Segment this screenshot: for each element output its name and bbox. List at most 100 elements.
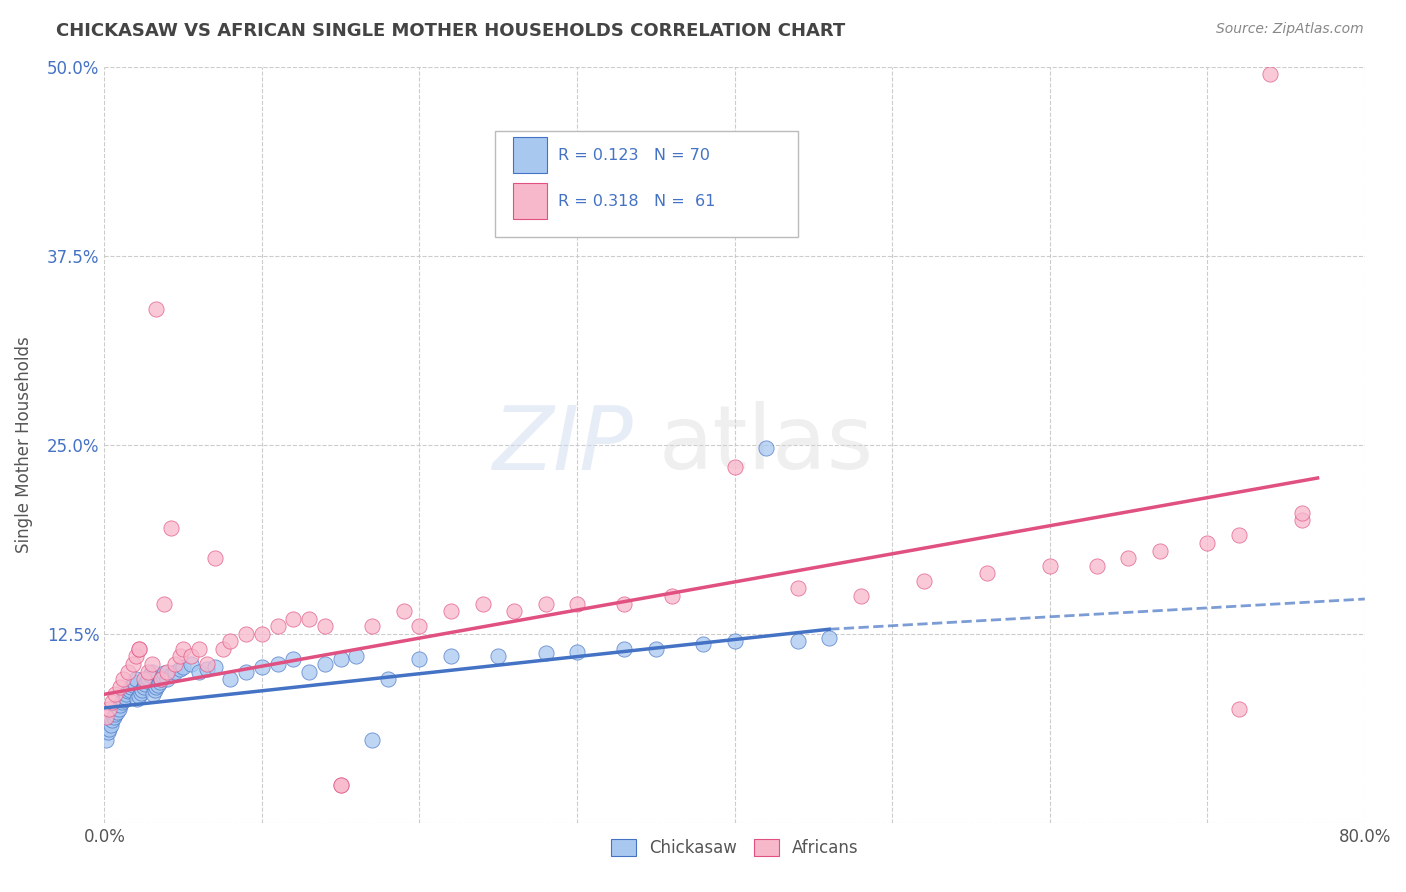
Point: [250, 627, 273, 641]
Point: [1085, 558, 1108, 573]
Point: [124, 675, 146, 690]
Point: [267, 657, 290, 671]
Point: [121, 657, 143, 671]
Point: [298, 612, 321, 626]
Text: CHICKASAW VS AFRICAN SINGLE MOTHER HOUSEHOLDS CORRELATION CHART: CHICKASAW VS AFRICAN SINGLE MOTHER HOUSE…: [56, 22, 845, 40]
Point: [912, 574, 935, 588]
Point: [361, 619, 384, 633]
Point: [235, 627, 257, 641]
Point: [159, 667, 181, 681]
Point: [755, 441, 778, 455]
Text: R = 0.318   N =  61: R = 0.318 N = 61: [558, 194, 716, 209]
Point: [613, 641, 636, 656]
Point: [204, 660, 226, 674]
Point: [159, 521, 181, 535]
Point: [120, 680, 142, 694]
Point: [187, 641, 209, 656]
Point: [145, 680, 167, 694]
Point: [96, 725, 118, 739]
Point: [565, 645, 588, 659]
Point: [661, 589, 683, 603]
Point: [408, 619, 430, 633]
Point: [723, 460, 745, 475]
Point: [723, 634, 745, 648]
Legend: Chickasaw, Africans: Chickasaw, Africans: [605, 832, 865, 863]
Text: R = 0.123   N = 70: R = 0.123 N = 70: [558, 147, 710, 162]
Point: [105, 706, 128, 720]
Point: [148, 675, 170, 690]
Point: [118, 682, 141, 697]
Point: [195, 662, 218, 676]
Point: [1149, 543, 1171, 558]
Point: [114, 690, 136, 705]
Point: [849, 589, 872, 603]
Point: [152, 669, 174, 683]
Point: [1039, 558, 1062, 573]
Text: atlas: atlas: [659, 401, 875, 488]
Point: [644, 641, 666, 656]
Text: Source: ZipAtlas.com: Source: ZipAtlas.com: [1216, 22, 1364, 37]
Point: [156, 665, 179, 679]
Point: [1118, 551, 1140, 566]
Point: [115, 687, 138, 701]
Point: [235, 665, 257, 679]
Point: [329, 778, 352, 792]
Point: [165, 657, 187, 671]
Point: [818, 632, 841, 646]
Point: [150, 672, 173, 686]
Point: [121, 678, 143, 692]
Point: [101, 695, 124, 709]
FancyBboxPatch shape: [495, 131, 797, 236]
Point: [329, 652, 352, 666]
Point: [314, 657, 336, 671]
Point: [143, 682, 166, 697]
Point: [156, 672, 179, 686]
Point: [1291, 506, 1313, 520]
Point: [138, 671, 160, 685]
Point: [132, 680, 155, 694]
Point: [146, 678, 169, 692]
Point: [267, 619, 290, 633]
Point: [129, 686, 152, 700]
Point: [94, 732, 117, 747]
Point: [101, 713, 124, 727]
FancyBboxPatch shape: [513, 137, 547, 173]
Point: [283, 652, 305, 666]
Point: [534, 597, 557, 611]
Point: [98, 722, 121, 736]
Point: [128, 641, 150, 656]
Point: [172, 660, 194, 674]
Point: [142, 687, 165, 701]
Point: [127, 691, 149, 706]
Point: [111, 695, 134, 709]
Point: [131, 682, 153, 697]
Point: [471, 597, 494, 611]
Point: [112, 672, 135, 686]
Point: [440, 604, 463, 618]
Point: [112, 693, 135, 707]
Point: [786, 582, 808, 596]
Point: [138, 665, 160, 679]
Point: [298, 665, 321, 679]
Text: ZIP: ZIP: [494, 401, 634, 488]
Point: [613, 597, 636, 611]
Point: [219, 672, 242, 686]
Point: [219, 634, 242, 648]
Point: [408, 652, 430, 666]
Point: [104, 706, 127, 721]
Point: [135, 673, 157, 688]
Point: [1258, 67, 1281, 81]
Point: [153, 597, 176, 611]
FancyBboxPatch shape: [513, 184, 547, 219]
Point: [117, 684, 139, 698]
Point: [440, 649, 463, 664]
Point: [346, 649, 368, 664]
Y-axis label: Single Mother Households: Single Mother Households: [15, 336, 32, 553]
Point: [503, 604, 526, 618]
Point: [104, 687, 127, 701]
Point: [204, 551, 226, 566]
Point: [692, 637, 714, 651]
Point: [132, 672, 155, 686]
Point: [283, 612, 305, 626]
Point: [187, 665, 209, 679]
